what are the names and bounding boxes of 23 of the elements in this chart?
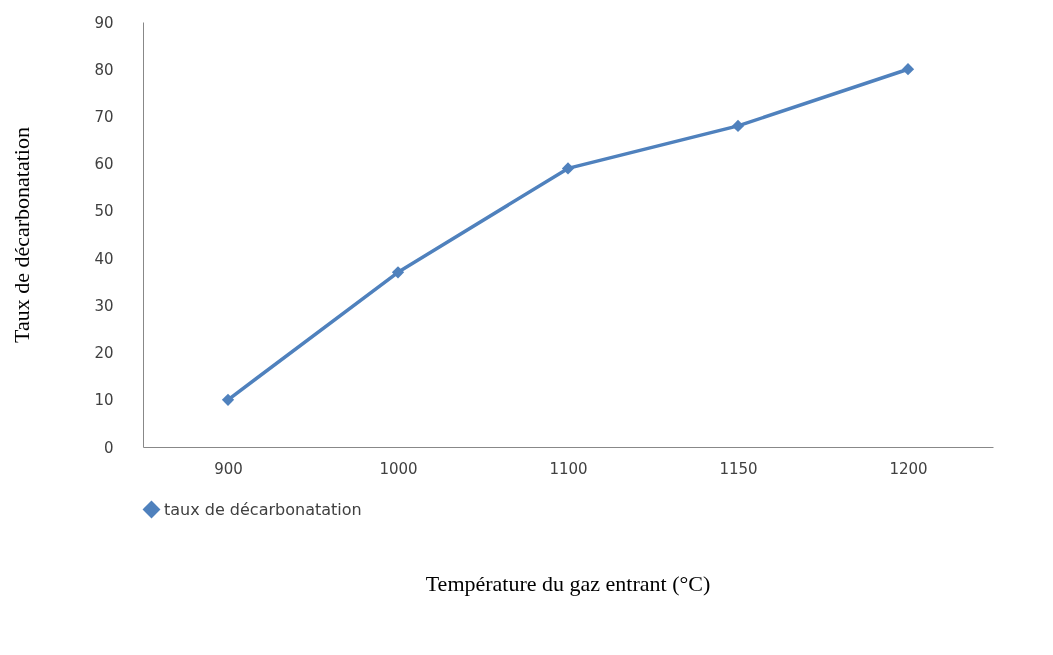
y-tick-label: 30 (94, 296, 114, 315)
point (391, 266, 405, 279)
y-tick-label: 60 (94, 155, 114, 174)
x-tick-label: 1200 (889, 459, 928, 478)
point (561, 162, 575, 175)
y-tick-label: 40 (94, 249, 114, 268)
point (901, 63, 915, 76)
x-tick-label: 1000 (379, 459, 418, 478)
x-axis-title: Température du gaz entrant (°C) (425, 571, 711, 596)
point (731, 119, 745, 133)
x-tick-label: 1100 (549, 459, 588, 478)
y-tick-label: 70 (94, 107, 114, 126)
y-tick-label: 90 (94, 13, 114, 32)
y-tick-label: 20 (94, 344, 114, 363)
y-tick-label: 0 (103, 438, 114, 457)
y-tick-label: 10 (94, 391, 114, 410)
y-tick-label: 80 (94, 60, 114, 79)
x-tick-label: 1150 (719, 459, 758, 478)
legend-label: taux de décarbonatation (164, 499, 362, 519)
y-axis-title: Taux de décarbonatation (9, 127, 35, 343)
y-tick-label: 50 (94, 202, 114, 221)
x-tick-label: 900 (214, 459, 243, 478)
point (221, 393, 235, 406)
